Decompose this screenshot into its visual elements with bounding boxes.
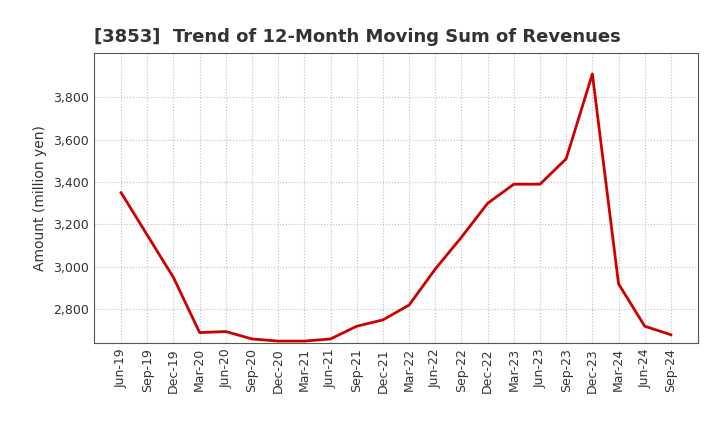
Y-axis label: Amount (million yen): Amount (million yen) <box>33 125 48 271</box>
Text: [3853]  Trend of 12-Month Moving Sum of Revenues: [3853] Trend of 12-Month Moving Sum of R… <box>94 28 621 46</box>
